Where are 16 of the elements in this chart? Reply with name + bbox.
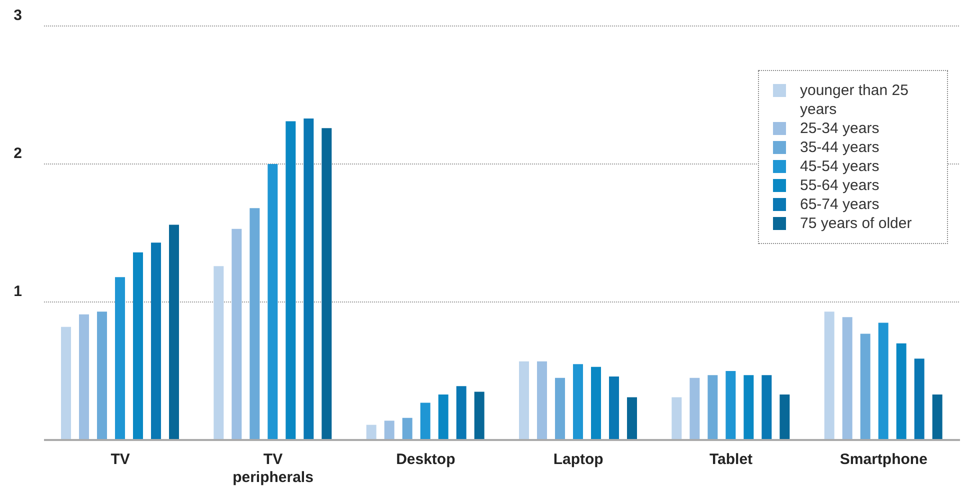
x-tick-label: Smartphone (840, 451, 928, 468)
legend-label: 25-34 years (800, 119, 880, 138)
legend-label: 45-54 years (800, 157, 880, 176)
y-tick-label: 1 (14, 283, 22, 300)
x-tick-label: Tablet (709, 451, 753, 468)
y-tick-label: 2 (14, 145, 22, 162)
x-tick-label: TV peripherals (232, 451, 314, 486)
legend-label: 75 years of older (800, 214, 912, 233)
x-tick-label: TV (110, 451, 130, 468)
legend-label: 35-44 years (800, 138, 880, 157)
y-tick-label: 3 (14, 7, 22, 24)
x-tick-label: Laptop (553, 451, 604, 468)
legend-label: 55-64 years (800, 176, 880, 195)
legend-label: younger than 25 years (800, 81, 910, 119)
x-tick-label: Desktop (396, 451, 456, 468)
legend-label: 65-74 years (800, 195, 880, 214)
